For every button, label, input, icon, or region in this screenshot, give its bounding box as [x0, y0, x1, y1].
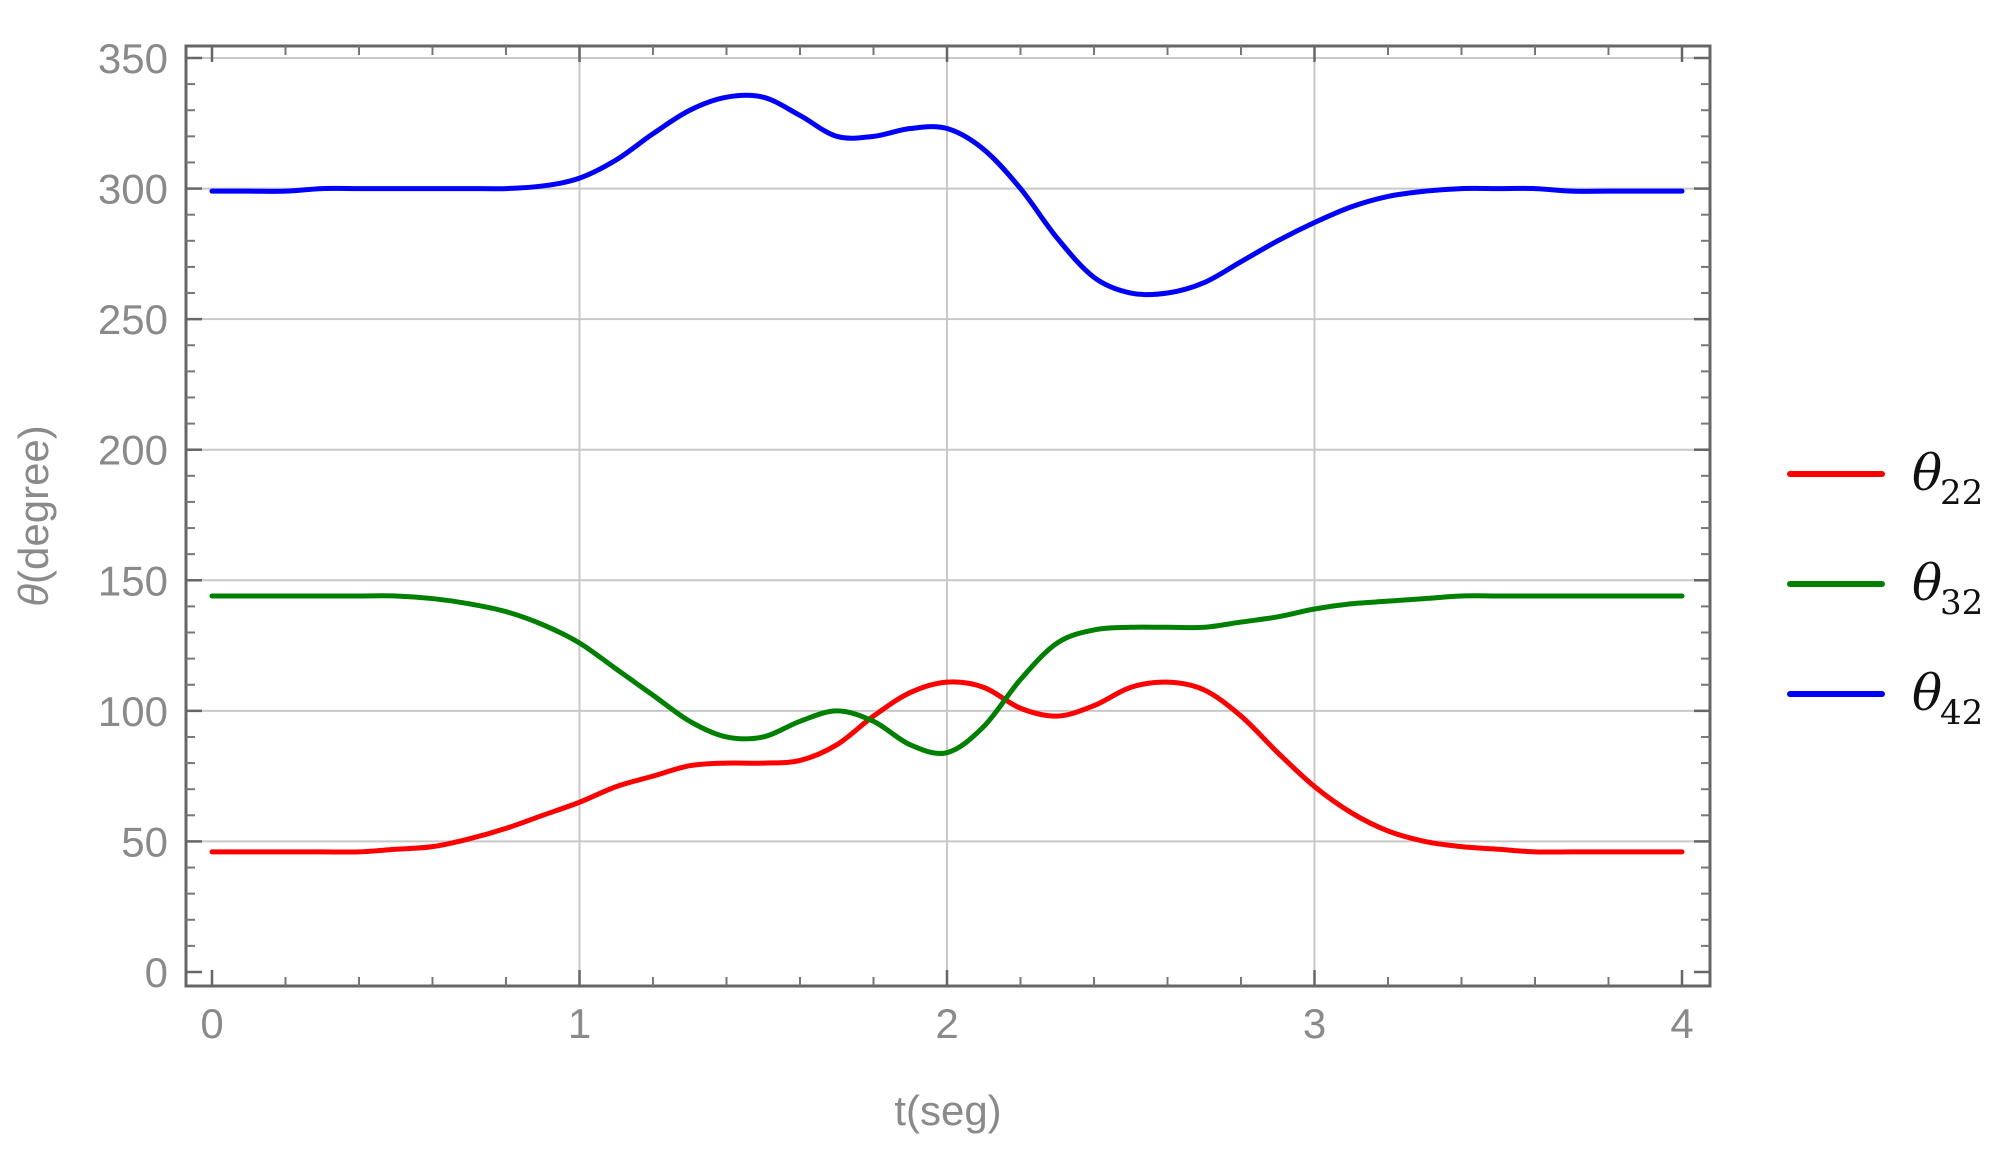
legend-subscript: 42 — [1940, 693, 1983, 733]
y-axis-label: θ(degree) — [10, 425, 57, 607]
x-tick-label: 3 — [1303, 1000, 1326, 1047]
series-lines — [209, 92, 1685, 855]
y-tick-label: 50 — [121, 818, 168, 865]
legend-item-theta-32: θ32 — [1787, 554, 1983, 623]
legend-subscript: 22 — [1940, 473, 1983, 513]
series-line-theta-32 — [209, 593, 1685, 756]
series-line-theta-22 — [209, 679, 1685, 855]
legend-symbol: θ — [1912, 554, 1942, 612]
y-tick-label: 0 — [145, 949, 168, 996]
x-tick-label: 4 — [1670, 1000, 1693, 1047]
y-tick-label: 100 — [98, 688, 168, 735]
tick-labels: 0 1 2 3 4 0 50 100 150 200 250 300 350 — [98, 35, 1694, 1047]
series-line-theta-42 — [209, 92, 1685, 298]
legend-symbol: θ — [1912, 444, 1942, 502]
x-tick-label: 2 — [935, 1000, 958, 1047]
y-tick-label: 200 — [98, 427, 168, 474]
legend-subscript: 32 — [1940, 583, 1983, 623]
x-tick-label: 0 — [200, 1000, 223, 1047]
y-tick-label: 350 — [98, 35, 168, 82]
y-axis-label-unit: (degree) — [10, 425, 57, 584]
y-tick-label: 250 — [98, 296, 168, 343]
legend-symbol: θ — [1912, 664, 1942, 722]
y-tick-label: 150 — [98, 557, 168, 604]
x-axis-label: t(seg) — [894, 1087, 1001, 1134]
grid — [186, 46, 1710, 986]
legend-item-theta-22: θ22 — [1787, 444, 1983, 513]
y-axis-label-symbol: θ — [10, 584, 57, 607]
axis-ticks — [186, 46, 1710, 986]
y-tick-label: 300 — [98, 166, 168, 213]
x-tick-label: 1 — [568, 1000, 591, 1047]
legend-item-theta-42: θ42 — [1787, 664, 1983, 733]
